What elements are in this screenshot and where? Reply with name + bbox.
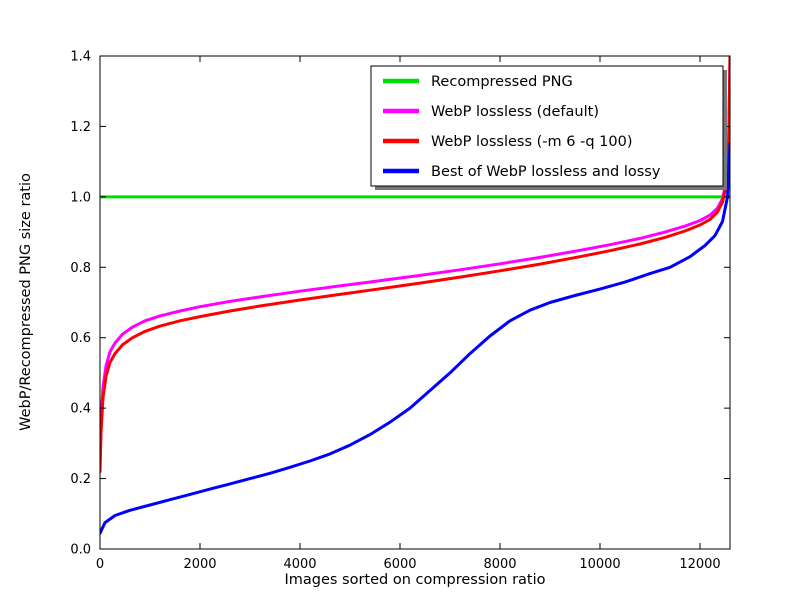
legend-entry-label: WebP lossless (-m 6 -q 100) — [431, 134, 632, 150]
x-tick-label: 2000 — [183, 557, 216, 572]
axes-frame — [99, 55, 731, 550]
y-tick-label: 0.6 — [70, 331, 91, 346]
series-lines — [100, 56, 730, 535]
y-tick-label: 1.4 — [70, 50, 91, 65]
series-line-webp-lossless-m-6-q-100- — [100, 56, 730, 473]
ticks: 0 2000 4000 6000 8000 10000 12000 0.0 0.2 0.4 0.6 0… — [70, 50, 730, 572]
y-tick-label: 0.0 — [70, 543, 91, 558]
y-tick-label: 1.0 — [70, 190, 91, 205]
x-tick-label: 10000 — [579, 557, 620, 572]
series-line-webp-lossless-default- — [100, 56, 730, 466]
series-line-best-of-webp-lossless-and-lossy — [100, 142, 730, 535]
y-axis-label: WebP/Recompressed PNG size ratio — [18, 173, 34, 431]
legend-entry-label: WebP lossless (default) — [431, 104, 599, 120]
legend-box — [370, 65, 724, 187]
x-axis-label: Images sorted on compression ratio — [284, 572, 545, 588]
x-tick-label: 0 — [96, 557, 104, 572]
y-tick-label: 0.8 — [70, 261, 91, 276]
x-tick-label: 6000 — [383, 557, 416, 572]
x-tick-label: 12000 — [679, 557, 720, 572]
legend-entry-label: Recompressed PNG — [431, 74, 573, 90]
y-tick-label: 0.2 — [70, 472, 91, 487]
legend: Recompressed PNG WebP lossless (default) W… — [370, 65, 727, 190]
y-tick-label: 1.2 — [70, 120, 91, 135]
legend-entry-label: Best of WebP lossless and lossy — [431, 164, 661, 180]
y-tick-label: 0.4 — [70, 402, 91, 417]
x-tick-label: 8000 — [483, 557, 516, 572]
x-tick-label: 4000 — [283, 557, 316, 572]
